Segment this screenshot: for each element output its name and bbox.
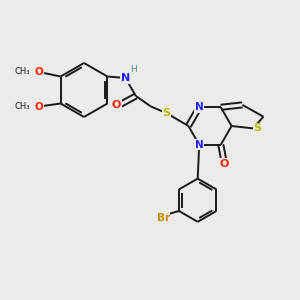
Text: O: O: [220, 159, 229, 169]
Text: Br: Br: [157, 213, 170, 223]
Text: O: O: [112, 100, 121, 110]
Text: CH₃: CH₃: [15, 102, 30, 111]
Text: S: S: [163, 108, 170, 118]
Text: CH₃: CH₃: [15, 68, 30, 76]
Text: O: O: [34, 101, 43, 112]
Text: N: N: [121, 73, 130, 83]
Text: H: H: [130, 65, 137, 74]
Text: O: O: [34, 67, 43, 77]
Text: N: N: [195, 102, 204, 112]
Text: S: S: [254, 123, 262, 134]
Text: N: N: [195, 140, 204, 150]
